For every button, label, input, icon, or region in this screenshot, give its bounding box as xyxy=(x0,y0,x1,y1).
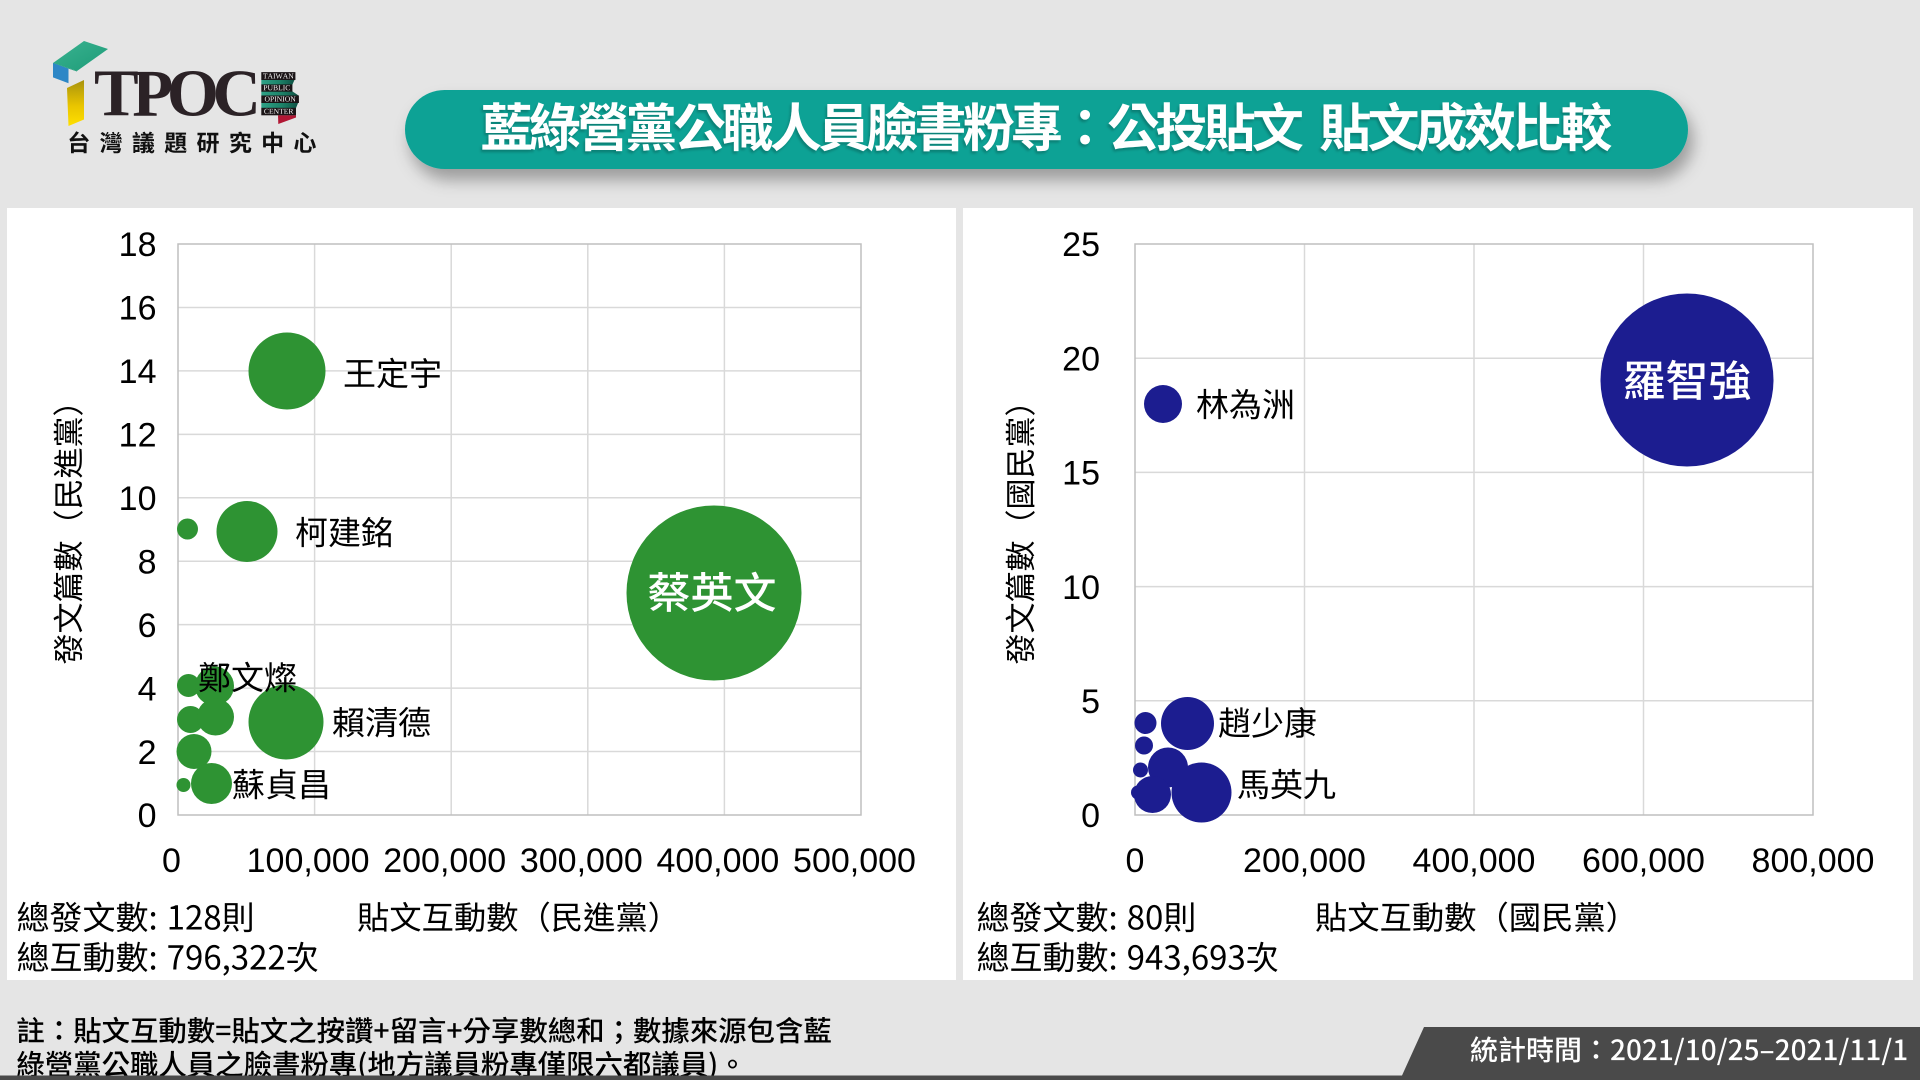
svg-text:600,000: 600,000 xyxy=(1582,842,1705,880)
svg-text:18: 18 xyxy=(119,226,157,264)
svg-text:0: 0 xyxy=(162,842,181,880)
svg-text:15: 15 xyxy=(1062,455,1100,493)
svg-text:10: 10 xyxy=(119,480,157,518)
svg-text:8: 8 xyxy=(138,543,157,581)
svg-text:2: 2 xyxy=(138,734,157,772)
svg-text:TPOC: TPOC xyxy=(94,57,257,131)
svg-text:16: 16 xyxy=(119,290,157,328)
svg-text:12: 12 xyxy=(119,417,157,455)
svg-text:10: 10 xyxy=(1062,569,1100,607)
svg-text:5: 5 xyxy=(1081,683,1100,721)
svg-text:200,000: 200,000 xyxy=(383,842,506,880)
svg-text:20: 20 xyxy=(1062,340,1100,378)
svg-text:4: 4 xyxy=(138,670,157,708)
svg-text:800,000: 800,000 xyxy=(1752,842,1875,880)
svg-text:500,000: 500,000 xyxy=(793,842,916,880)
svg-text:0: 0 xyxy=(1126,842,1145,880)
svg-text:100,000: 100,000 xyxy=(247,842,370,880)
svg-text:0: 0 xyxy=(138,797,157,835)
svg-text:14: 14 xyxy=(119,353,157,391)
svg-text:400,000: 400,000 xyxy=(1413,842,1536,880)
svg-text:6: 6 xyxy=(138,607,157,645)
svg-text:0: 0 xyxy=(1081,797,1100,835)
svg-text:25: 25 xyxy=(1062,226,1100,264)
svg-text:400,000: 400,000 xyxy=(656,842,779,880)
svg-text:300,000: 300,000 xyxy=(520,842,643,880)
svg-text:200,000: 200,000 xyxy=(1243,842,1366,880)
